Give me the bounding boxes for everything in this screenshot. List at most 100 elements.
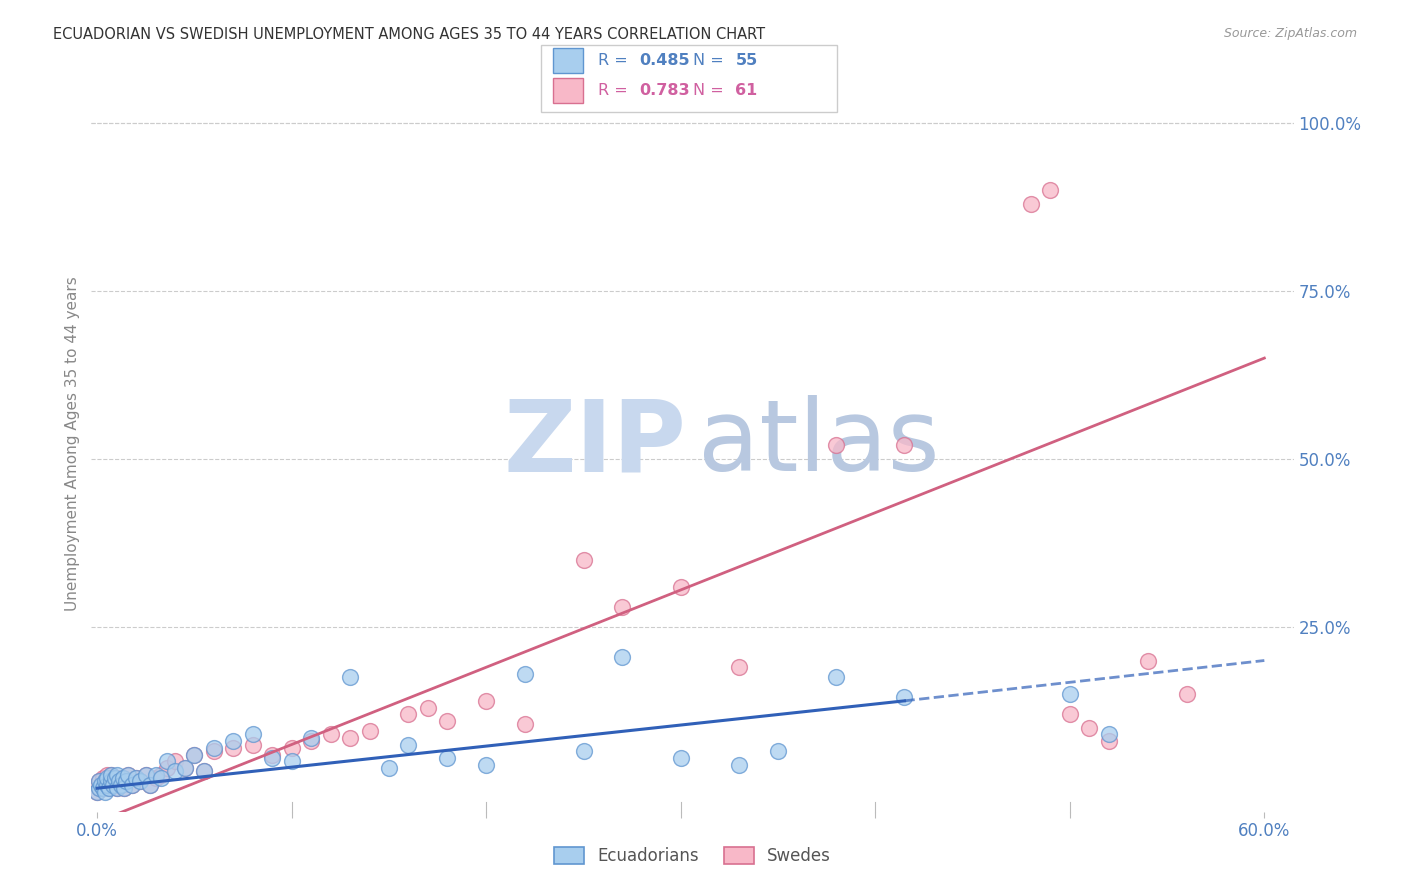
Point	[242, 727, 264, 741]
Point	[728, 757, 751, 772]
Point	[669, 751, 692, 765]
Point	[183, 747, 205, 762]
Point	[91, 771, 114, 785]
Point	[825, 438, 848, 452]
Point	[475, 757, 498, 772]
Point	[111, 771, 134, 785]
Point	[90, 778, 112, 792]
Text: 55: 55	[735, 54, 758, 69]
Text: 61: 61	[735, 83, 758, 98]
Point	[163, 754, 186, 768]
Point	[145, 771, 167, 785]
Point	[115, 774, 138, 789]
Point	[202, 740, 225, 755]
Point	[893, 690, 915, 705]
Point	[94, 774, 117, 789]
Point	[1175, 687, 1198, 701]
Point	[728, 660, 751, 674]
Text: ECUADORIAN VS SWEDISH UNEMPLOYMENT AMONG AGES 35 TO 44 YEARS CORRELATION CHART: ECUADORIAN VS SWEDISH UNEMPLOYMENT AMONG…	[53, 27, 765, 42]
Point	[299, 731, 322, 745]
Point	[94, 784, 117, 798]
Point	[105, 768, 128, 782]
Point	[129, 774, 152, 789]
Legend: Ecuadorians, Swedes: Ecuadorians, Swedes	[546, 838, 839, 873]
Text: N =: N =	[693, 54, 730, 69]
Point	[121, 778, 143, 792]
Point	[1059, 707, 1081, 722]
Point	[242, 738, 264, 752]
Point	[299, 734, 322, 748]
Point	[222, 734, 245, 748]
Point	[135, 768, 157, 782]
Point	[129, 774, 152, 789]
Point	[572, 744, 595, 758]
Point	[825, 670, 848, 684]
Point	[115, 774, 138, 789]
Point	[90, 778, 112, 792]
Point	[319, 727, 342, 741]
Point	[89, 781, 111, 796]
Point	[110, 778, 132, 792]
Text: 0.783: 0.783	[640, 83, 690, 98]
Text: ZIP: ZIP	[503, 395, 686, 492]
Point	[262, 747, 284, 762]
Point	[96, 778, 118, 792]
Point	[1098, 734, 1121, 748]
Point	[105, 771, 128, 785]
Point	[1059, 687, 1081, 701]
Point	[101, 778, 124, 792]
Y-axis label: Unemployment Among Ages 35 to 44 years: Unemployment Among Ages 35 to 44 years	[65, 277, 80, 611]
Point	[117, 768, 139, 782]
Point	[515, 717, 537, 731]
Point	[135, 768, 157, 782]
Point	[96, 778, 118, 792]
Point	[281, 754, 304, 768]
Point	[139, 778, 162, 792]
Point	[107, 774, 129, 789]
Point	[100, 774, 122, 789]
Point	[1078, 721, 1101, 735]
Point	[110, 778, 132, 792]
Point	[100, 768, 122, 782]
Point	[121, 778, 143, 792]
Point	[193, 764, 215, 779]
Point	[193, 764, 215, 779]
Point	[111, 771, 134, 785]
Point	[96, 768, 118, 782]
Point	[436, 714, 458, 728]
Point	[89, 774, 111, 789]
Point	[475, 694, 498, 708]
Point	[339, 670, 361, 684]
Point	[1019, 196, 1042, 211]
Point	[125, 771, 148, 785]
Point	[100, 768, 122, 782]
Point	[150, 771, 173, 785]
Point	[139, 778, 162, 792]
Point	[100, 774, 122, 789]
Point	[183, 747, 205, 762]
Point	[86, 784, 108, 798]
Point	[91, 781, 114, 796]
Point	[378, 761, 401, 775]
Text: Source: ZipAtlas.com: Source: ZipAtlas.com	[1223, 27, 1357, 40]
Point	[86, 784, 108, 798]
Point	[105, 781, 128, 796]
Text: R =: R =	[598, 54, 633, 69]
Point	[114, 781, 136, 796]
Point	[173, 761, 195, 775]
Point	[202, 744, 225, 758]
Point	[262, 751, 284, 765]
Point	[669, 580, 692, 594]
Point	[89, 774, 111, 789]
Point	[89, 781, 111, 796]
Text: atlas: atlas	[699, 395, 941, 492]
Point	[612, 650, 634, 665]
Point	[94, 774, 117, 789]
Point	[893, 438, 915, 452]
Point	[125, 771, 148, 785]
Point	[281, 740, 304, 755]
Point	[359, 724, 381, 739]
Point	[222, 740, 245, 755]
Point	[398, 707, 420, 722]
Point	[766, 744, 789, 758]
